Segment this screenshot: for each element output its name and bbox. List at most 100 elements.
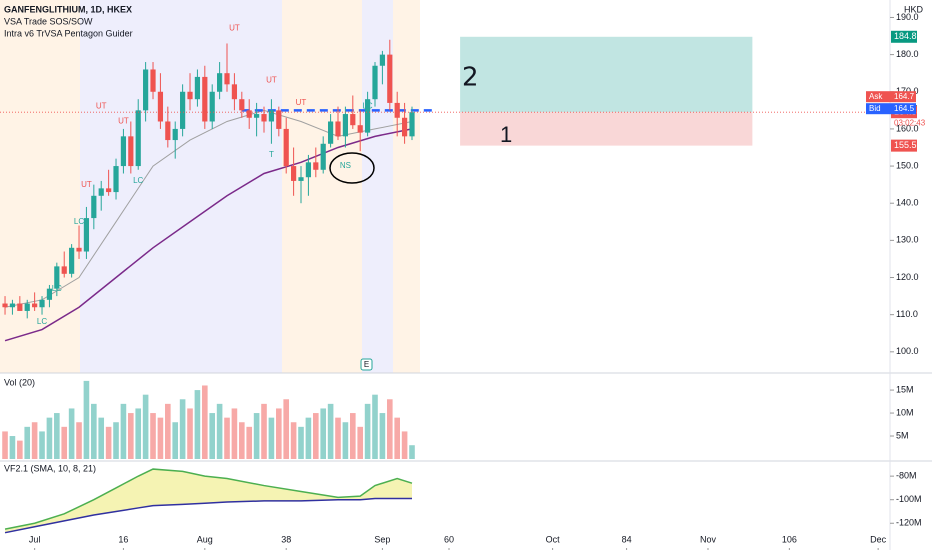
volume-bar bbox=[268, 417, 275, 459]
volume-bar bbox=[231, 408, 238, 459]
x-tick-label: 84 bbox=[622, 534, 632, 544]
volume-bar bbox=[372, 394, 378, 459]
session-band bbox=[393, 0, 420, 373]
y-tick-label: 190.0 bbox=[896, 12, 919, 22]
candle-body bbox=[24, 303, 30, 311]
ask-label: Ask bbox=[869, 92, 883, 101]
volume-bar bbox=[2, 431, 8, 459]
volume-bar bbox=[17, 440, 23, 459]
volume-bar bbox=[135, 408, 142, 459]
candle-body bbox=[46, 288, 53, 300]
volume-bar bbox=[350, 413, 356, 459]
note-circle bbox=[329, 152, 375, 184]
volume-bar bbox=[357, 426, 364, 459]
signal-label: LC bbox=[362, 102, 372, 111]
volume-bar bbox=[91, 403, 97, 459]
bid-badge bbox=[866, 103, 916, 115]
y-tick-label: 15M bbox=[896, 384, 914, 394]
volume-bar bbox=[31, 422, 38, 459]
signal-label: UT bbox=[118, 117, 129, 126]
volume-bar bbox=[290, 422, 297, 459]
volume-bar bbox=[253, 413, 260, 459]
session-band bbox=[0, 0, 80, 373]
volume-bar bbox=[120, 403, 127, 459]
volume-bar bbox=[305, 417, 312, 459]
volume-bar bbox=[142, 394, 149, 459]
candle-body bbox=[61, 266, 67, 274]
note: 1 bbox=[500, 122, 512, 147]
y-tick-label: -80M bbox=[896, 471, 917, 481]
candle-body bbox=[335, 121, 341, 137]
candle-body bbox=[202, 76, 208, 122]
y-tick-label: -120M bbox=[896, 518, 922, 528]
volume-bar bbox=[313, 413, 319, 459]
y-tick-label: 180.0 bbox=[896, 49, 919, 59]
candle-body bbox=[276, 110, 282, 129]
candle-body bbox=[150, 69, 156, 92]
price-badge-label: 184.8 bbox=[894, 31, 917, 41]
ask-price: 164.7 bbox=[894, 92, 915, 101]
candle-body bbox=[394, 102, 400, 118]
x-tick-label: 16 bbox=[118, 534, 128, 544]
volume-bar bbox=[335, 417, 341, 459]
candle-body bbox=[172, 128, 178, 141]
candle-body bbox=[268, 110, 275, 122]
event-badge bbox=[360, 358, 373, 371]
volume-bar bbox=[105, 426, 112, 459]
volume-bar bbox=[98, 417, 105, 459]
y-tick-label: 160.0 bbox=[896, 123, 919, 133]
volume-bar bbox=[224, 417, 230, 459]
candle-body bbox=[283, 128, 289, 167]
session-band bbox=[80, 0, 282, 373]
volume-bar bbox=[327, 403, 334, 459]
candle-body bbox=[165, 121, 171, 141]
candle-body bbox=[291, 166, 297, 181]
volume-bar bbox=[165, 403, 171, 459]
ask-badge bbox=[866, 91, 916, 103]
candle-body bbox=[231, 84, 238, 100]
candle-body bbox=[239, 99, 245, 111]
x-tick-label: 38 bbox=[281, 534, 291, 544]
signal-label: LC bbox=[52, 284, 62, 293]
volume-bar bbox=[379, 413, 386, 459]
candle-body bbox=[69, 247, 75, 274]
target-zone bbox=[460, 112, 753, 146]
signal-label: T bbox=[269, 150, 274, 159]
y-tick-label: -100M bbox=[896, 494, 922, 504]
session-band bbox=[282, 0, 362, 373]
volume-bar bbox=[387, 399, 393, 459]
signal-label: LC bbox=[133, 176, 143, 185]
volume-bar bbox=[342, 422, 349, 459]
y-tick-label: 5M bbox=[896, 430, 909, 440]
volume-bar bbox=[320, 408, 327, 459]
candle-body bbox=[113, 166, 119, 193]
volume-bar bbox=[276, 408, 282, 459]
candle-body bbox=[387, 54, 393, 103]
candle-body bbox=[372, 65, 378, 100]
volume-bar bbox=[283, 399, 290, 459]
candle-body bbox=[9, 303, 16, 308]
candle-body bbox=[187, 91, 193, 100]
candle-body bbox=[409, 112, 415, 137]
target-zone bbox=[460, 36, 753, 113]
candle-body bbox=[106, 188, 112, 193]
volume-bar bbox=[194, 390, 201, 459]
vf-line bbox=[4, 468, 413, 530]
bid-label: Bid bbox=[869, 104, 881, 113]
volume-bar bbox=[239, 422, 245, 459]
y-tick-label: 140.0 bbox=[896, 198, 919, 208]
x-tick-label: Nov bbox=[700, 534, 717, 544]
signal-label: UT bbox=[266, 76, 277, 85]
vf-title: VF2.1 (SMA, 10, 8, 21) bbox=[4, 463, 96, 473]
volume-bar bbox=[61, 426, 68, 459]
candle-body bbox=[209, 91, 215, 122]
volume-bar bbox=[46, 417, 53, 459]
vf-area bbox=[5, 469, 412, 533]
y-tick-label: 130.0 bbox=[896, 235, 919, 245]
volume-bar bbox=[83, 380, 90, 459]
candle-body bbox=[143, 69, 149, 111]
volume-bar bbox=[128, 413, 134, 459]
y-tick-label: 120.0 bbox=[896, 272, 919, 282]
candle-body bbox=[379, 54, 386, 66]
